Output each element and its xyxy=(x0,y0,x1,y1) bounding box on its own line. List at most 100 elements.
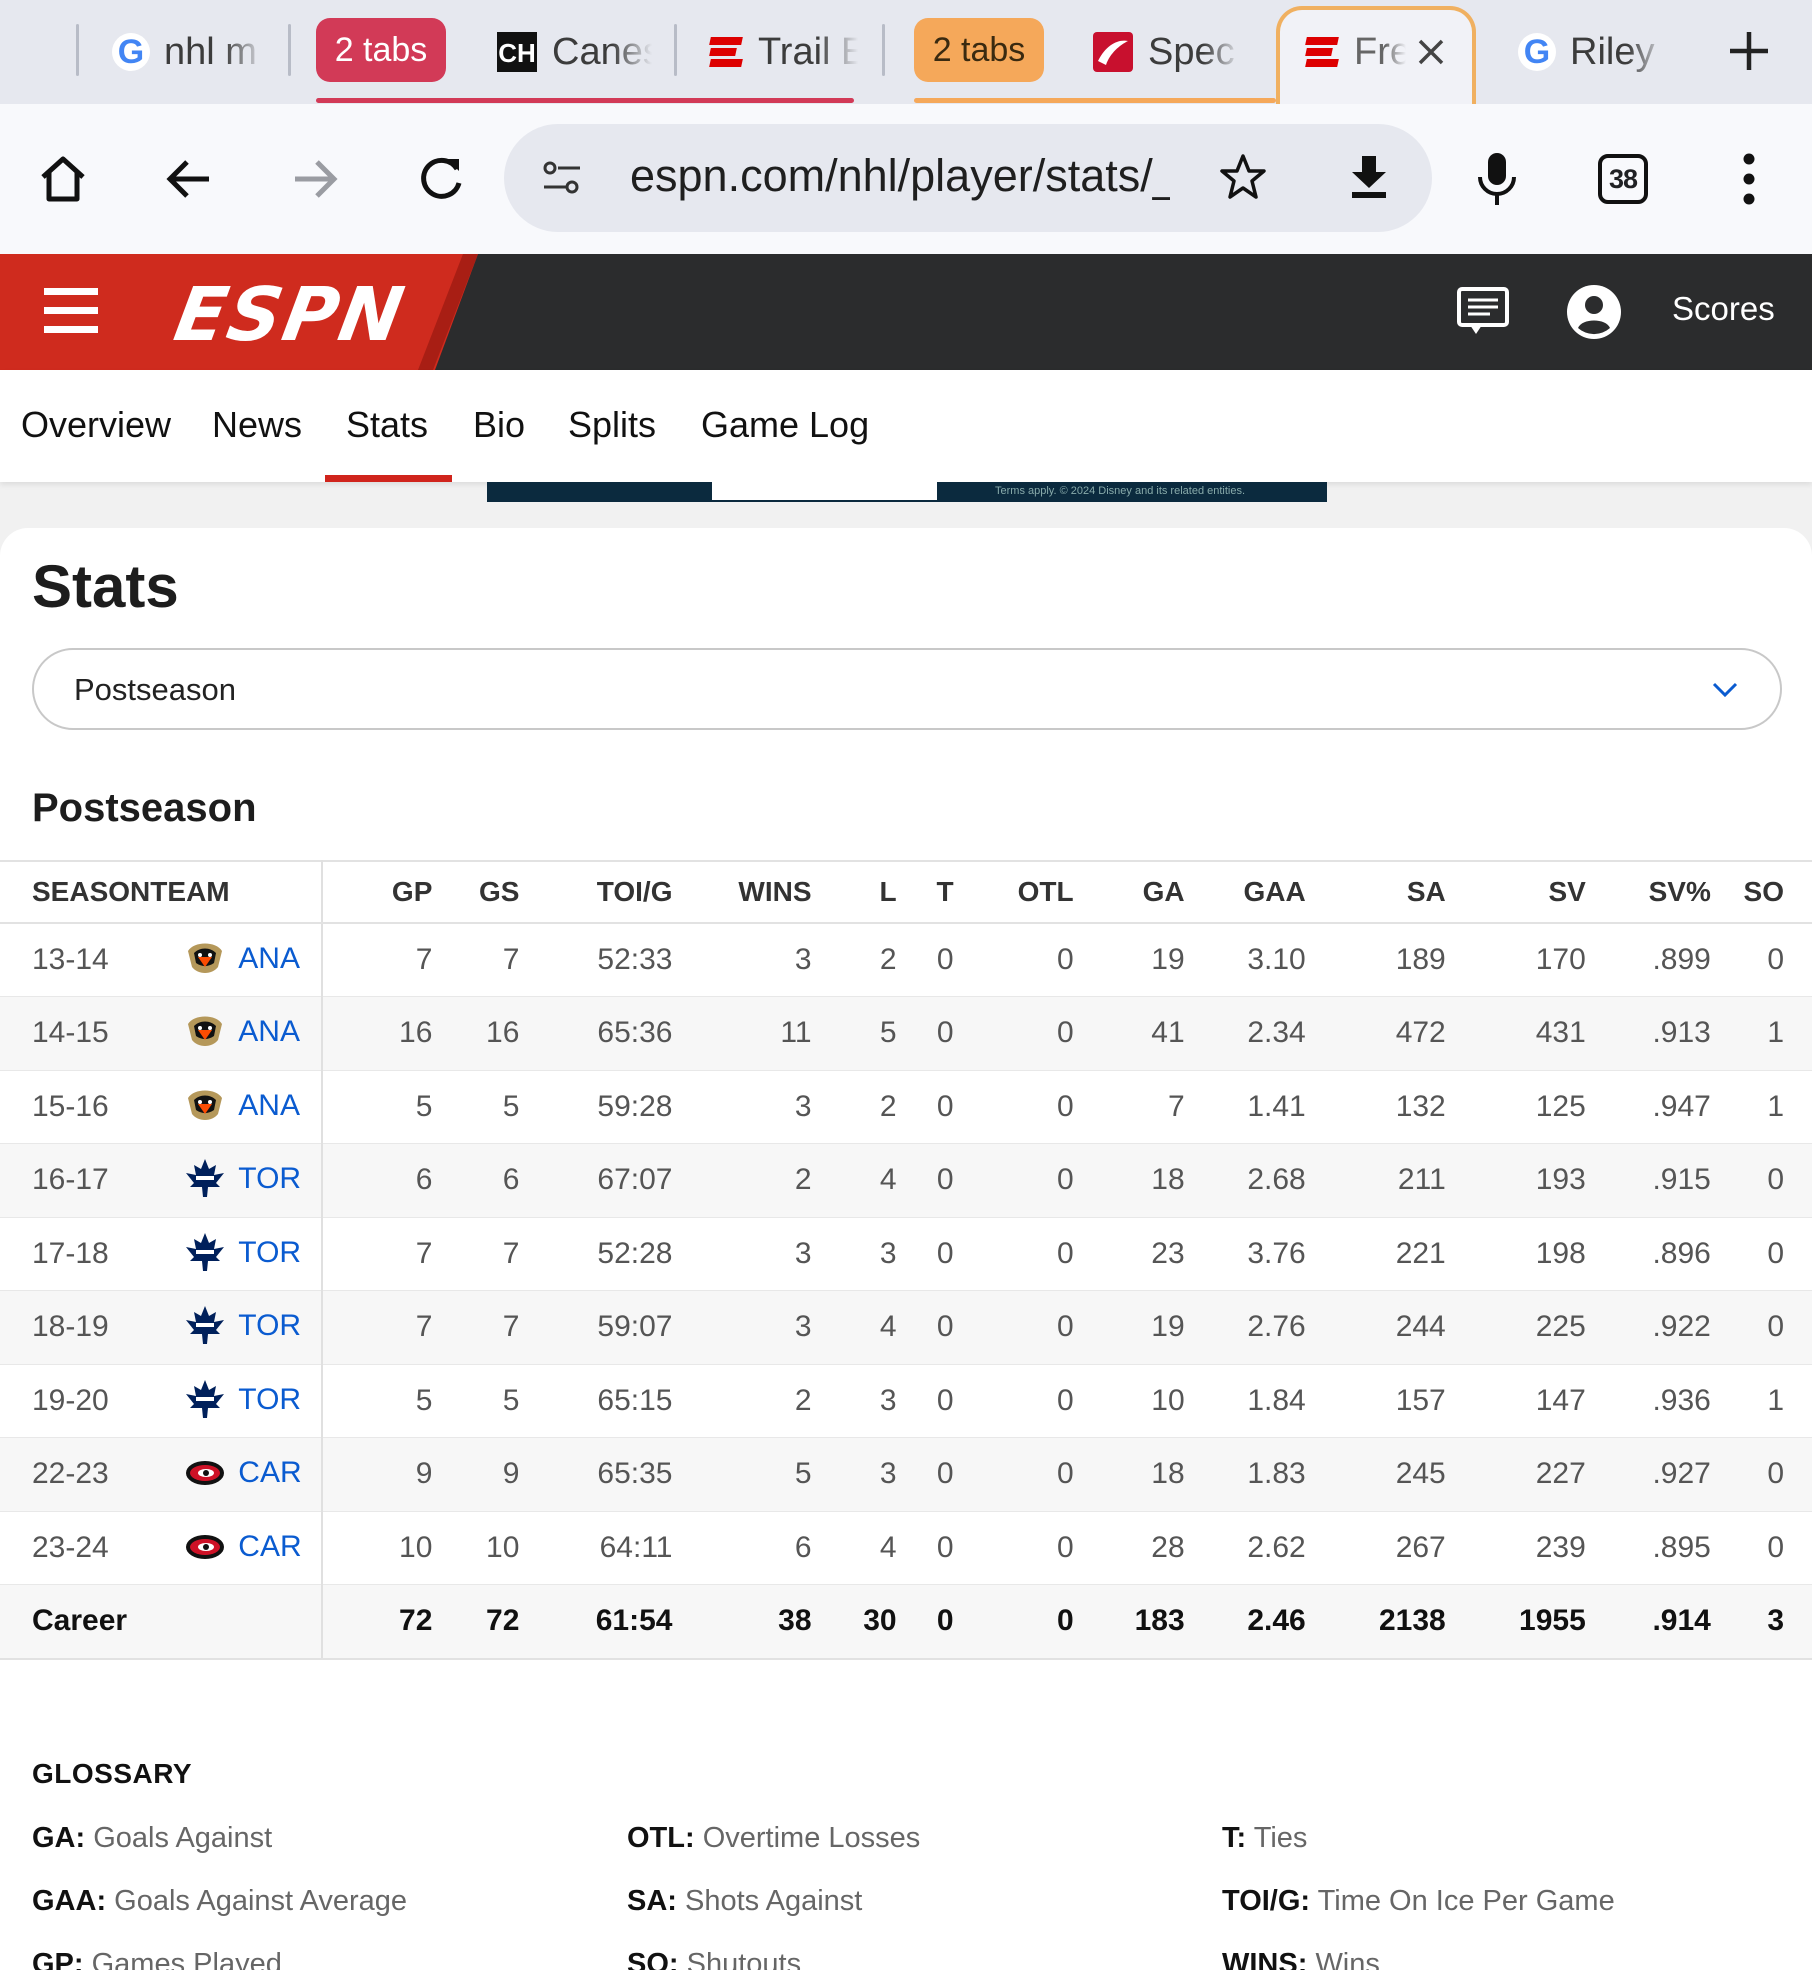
cell-t: 0 xyxy=(896,1070,954,1144)
cell-season: 19-20 xyxy=(0,1364,151,1438)
cell-career-otl: 0 xyxy=(953,1584,1074,1660)
cell-team: CAR xyxy=(150,1511,324,1585)
ducks-logo-icon xyxy=(184,1015,238,1048)
col-otl: OTL xyxy=(953,860,1074,924)
subnav-game-log[interactable]: Game Log xyxy=(701,404,870,445)
tab-google-nhl[interactable]: G nhl m xyxy=(112,0,278,104)
cell-so: 1 xyxy=(1710,1364,1812,1438)
cell-sv: 125 xyxy=(1445,1070,1586,1144)
espn-logo[interactable]: ESPN xyxy=(168,272,412,358)
feedback-icon[interactable] xyxy=(1456,286,1510,343)
cell-t: 0 xyxy=(896,1364,954,1438)
cell-wins: 6 xyxy=(672,1511,812,1585)
cell-team-empty xyxy=(150,1584,324,1660)
tab-canes[interactable]: CH Canes xyxy=(496,0,664,104)
cell-sv-pct: .922 xyxy=(1585,1290,1711,1365)
download-icon[interactable] xyxy=(1344,152,1394,207)
cell-ga: 19 xyxy=(1073,1290,1185,1365)
tab-spec[interactable]: Spec xyxy=(1092,0,1242,104)
glossary-item: SA: Shots Against xyxy=(627,1885,862,1918)
cell-team: ANA xyxy=(150,923,324,997)
glossary-abbr: SO: xyxy=(627,1948,679,1970)
back-icon[interactable] xyxy=(150,140,228,218)
glossary-item: GP: Games Played xyxy=(32,1948,282,1970)
subnav-overview[interactable]: Overview xyxy=(21,404,172,445)
glossary-item: T: Ties xyxy=(1222,1822,1307,1855)
team-link[interactable]: TOR xyxy=(238,1235,302,1269)
cell-otl: 0 xyxy=(953,1143,1074,1218)
cell-gs: 5 xyxy=(432,1364,520,1438)
subnav-news[interactable]: News xyxy=(212,404,303,445)
ad-fine-print: Terms apply. © 2024 Disney and its relat… xyxy=(995,485,1246,497)
season-type-select[interactable]: Postseason xyxy=(32,648,1782,730)
col-season: SEASON xyxy=(0,860,151,924)
team-link[interactable]: TOR xyxy=(238,1162,302,1196)
team-link[interactable]: ANA xyxy=(238,941,300,975)
forward-icon[interactable] xyxy=(276,140,354,218)
address-bar[interactable]: espn.com/nhl/player/stats/_/ xyxy=(504,124,1432,232)
cell-toi-g: 59:28 xyxy=(519,1070,673,1144)
team-link[interactable]: TOR xyxy=(238,1382,302,1416)
url-text[interactable]: espn.com/nhl/player/stats/_/ xyxy=(630,150,1170,201)
cell-team: TOR xyxy=(150,1364,324,1438)
close-tab-icon[interactable] xyxy=(1416,37,1446,67)
profile-icon[interactable] xyxy=(1566,284,1622,345)
cell-season: 22-23 xyxy=(0,1437,151,1512)
season-type-value: Postseason xyxy=(74,672,236,707)
subnav-splits[interactable]: Splits xyxy=(568,404,657,445)
cell-l: 4 xyxy=(811,1143,897,1218)
subnav-stats[interactable]: Stats xyxy=(346,404,429,445)
cell-gs: 7 xyxy=(432,1217,520,1291)
table-row: 19-20 TOR 5 5 65:15 2 3 0 0 10 1.84 157 147.936 1 xyxy=(0,1364,1812,1438)
tab-group-chip[interactable]: 2 tabs xyxy=(316,18,446,82)
cell-t: 0 xyxy=(896,1217,954,1291)
glossary-heading: GLOSSARY xyxy=(32,1758,193,1789)
cell-sv-pct: .899 xyxy=(1585,923,1711,997)
team-link[interactable]: ANA xyxy=(238,1088,300,1122)
cell-sa: 244 xyxy=(1305,1290,1446,1365)
bookmark-star-icon[interactable] xyxy=(1218,152,1268,207)
new-tab-icon[interactable] xyxy=(1726,28,1772,74)
scores-link[interactable]: Scores xyxy=(1672,290,1775,327)
tab-switcher-button[interactable]: 38 xyxy=(1584,140,1662,218)
hurricanes-logo-icon xyxy=(184,1456,238,1489)
cell-t: 0 xyxy=(896,1511,954,1585)
cell-toi-g: 64:11 xyxy=(519,1511,673,1585)
cell-l: 3 xyxy=(811,1217,897,1291)
table-row: 22-23 CAR 9 9 65:35 5 3 0 0 18 1.83 245 227.927 0 xyxy=(0,1437,1812,1512)
cell-sv: 227 xyxy=(1445,1437,1586,1512)
career-totals-row: Career 72 72 61:54 38 30 0 0 183 2.46 2138 1955.914… xyxy=(0,1584,1812,1660)
espn-icon xyxy=(1302,33,1340,71)
tab-google-riley[interactable]: G Riley xyxy=(1518,0,1668,104)
cell-career-gp: 72 xyxy=(322,1584,433,1660)
home-icon[interactable] xyxy=(24,140,102,218)
cell-season: 15-16 xyxy=(0,1070,151,1144)
subnav-bio[interactable]: Bio xyxy=(473,404,526,445)
tab-title: Canes xyxy=(552,30,652,73)
cell-career-wins: 38 xyxy=(672,1584,812,1660)
cell-sa: 157 xyxy=(1305,1364,1446,1438)
cell-so: 0 xyxy=(1710,923,1812,997)
team-link[interactable]: ANA xyxy=(238,1015,300,1049)
hamburger-menu-icon[interactable] xyxy=(44,284,98,343)
cell-team: TOR xyxy=(150,1143,324,1218)
tab-title: Riley xyxy=(1570,30,1655,73)
cell-toi-g: 52:33 xyxy=(519,923,673,997)
microphone-icon[interactable] xyxy=(1458,140,1536,218)
site-settings-icon[interactable] xyxy=(540,156,584,205)
glossary-abbr: SA: xyxy=(627,1885,677,1917)
reload-icon[interactable] xyxy=(402,140,480,218)
cell-career-ga: 183 xyxy=(1073,1584,1185,1660)
tab-group-chip[interactable]: 2 tabs xyxy=(914,18,1044,82)
tab-active-content[interactable]: Fre xyxy=(1302,0,1472,104)
cell-wins: 3 xyxy=(672,1290,812,1365)
team-link[interactable]: CAR xyxy=(238,1529,302,1563)
tab-title: Spec xyxy=(1148,30,1235,73)
ad-banner[interactable]: Terms apply. © 2024 Disney and its relat… xyxy=(487,482,1327,502)
tab-espn-trail[interactable]: Trail E xyxy=(706,0,866,104)
team-link[interactable]: TOR xyxy=(238,1309,302,1343)
team-link[interactable]: CAR xyxy=(238,1456,302,1490)
glossary-definition: Shutouts xyxy=(686,1948,802,1970)
more-menu-icon[interactable] xyxy=(1710,140,1788,218)
table-row: 16-17 TOR 6 6 67:07 2 4 0 0 18 2.68 211 193.915 0 xyxy=(0,1143,1812,1218)
